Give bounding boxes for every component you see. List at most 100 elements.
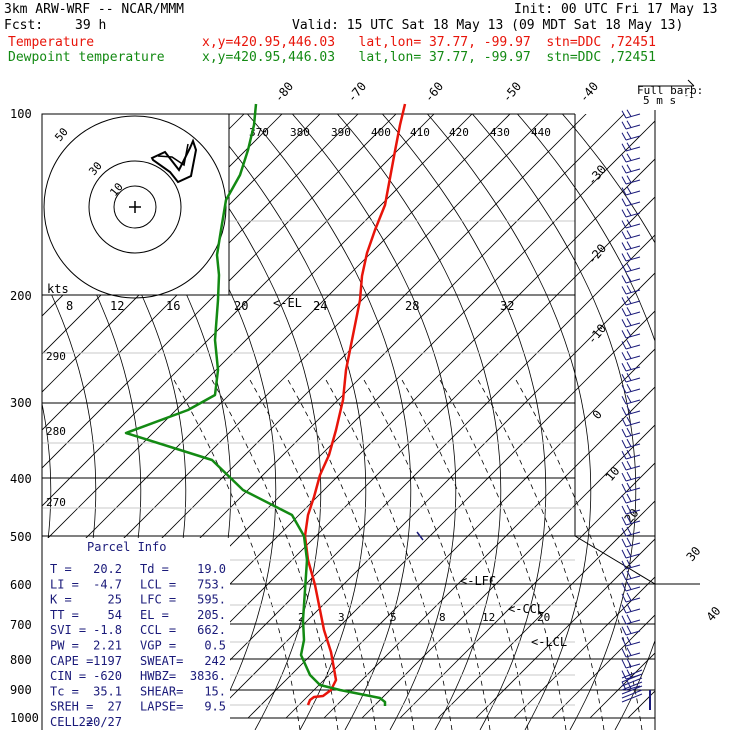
dry-adiabat-line <box>336 114 502 730</box>
wind-barb-feather <box>626 252 632 260</box>
parcel-info-value: 25 <box>108 593 122 607</box>
wind-barb-feather <box>626 548 632 557</box>
isotherm-line <box>42 114 473 545</box>
pressure-tick-label: 800 <box>10 653 32 667</box>
parcel-info-value: TT = <box>50 608 79 622</box>
dry-adiabat-line <box>201 114 367 730</box>
parcel-info-value: 19.0 <box>197 562 226 576</box>
wind-barb-feather <box>626 394 632 403</box>
wind-barb-feather <box>621 121 627 130</box>
mixing-ratio-label: 2 <box>298 611 305 624</box>
wind-barb-shaft <box>625 641 641 647</box>
wind-barb-feather <box>621 677 643 687</box>
wind-barb-shaft <box>625 388 641 394</box>
hodograph-speed-label: 24 <box>313 299 327 313</box>
wind-barb-shaft <box>625 575 641 581</box>
wind-barb-shaft <box>625 201 641 207</box>
isotherm-label: 10 <box>603 464 623 484</box>
wind-barb-feather <box>626 362 632 370</box>
wind-barb-feather <box>621 395 627 405</box>
wind-barb-feather <box>626 526 632 535</box>
wind-barb <box>621 329 641 339</box>
wind-barb-feather <box>626 263 632 271</box>
wind-barb <box>621 592 641 603</box>
wind-barb-shaft <box>625 168 641 174</box>
wind-barb-feather <box>621 670 627 680</box>
dry-adiabat-line <box>381 114 547 730</box>
isotherm-label: 30 <box>684 544 704 564</box>
mixing-ratio-label: 3 <box>338 611 345 624</box>
wind-barb-feather <box>621 648 627 658</box>
wind-barb-feather <box>626 109 632 117</box>
dry-adiabat-line <box>246 114 412 730</box>
wind-barb-feather <box>621 187 627 196</box>
wind-barb-shaft <box>625 333 641 339</box>
wind-barb-feather <box>626 669 632 678</box>
wind-barb-feather <box>626 581 632 590</box>
wind-barb-feather <box>621 220 627 229</box>
wind-barb <box>621 625 641 636</box>
isotherm-line <box>133 196 655 719</box>
isotherm-label: -30 <box>585 162 610 188</box>
wind-barb <box>621 351 641 361</box>
hodograph-speed-label: 16 <box>166 299 180 313</box>
wind-barb <box>621 548 641 559</box>
moist-adiabat-line <box>287 379 415 730</box>
forecast-hour: 39 h <box>75 18 107 33</box>
wind-barb-shaft <box>625 278 641 284</box>
forecast-label: Fcst: <box>4 18 44 33</box>
theta-label: 420 <box>449 126 469 139</box>
isotherm-line <box>551 614 655 719</box>
wind-barb-shaft <box>625 630 641 636</box>
parcel-info-value: 0.5 <box>204 639 226 653</box>
wind-barb-feather <box>626 416 632 425</box>
wind-barb-feather <box>621 615 627 625</box>
parcel-info-value: K = <box>50 593 72 607</box>
wind-barb <box>621 504 641 515</box>
wind-barb-feather <box>626 230 632 238</box>
wind-barb-feather <box>626 197 632 205</box>
wind-barb <box>621 405 641 416</box>
isotherm-line <box>475 538 655 719</box>
parcel-info-value: 242 <box>204 654 226 668</box>
wind-barb <box>621 603 641 614</box>
wind-barb-feather <box>626 625 632 634</box>
hodograph-speed-label: 20 <box>234 299 248 313</box>
wind-barb-feather <box>626 603 632 612</box>
wind-barb-feather <box>626 340 632 348</box>
parcel-info-value: 20.2 <box>93 562 122 576</box>
parcel-info-value: 9.5 <box>204 700 226 714</box>
wind-barb-shaft <box>625 432 641 438</box>
wind-barb <box>621 285 641 295</box>
wind-barb <box>621 482 641 493</box>
wind-barb <box>621 515 641 526</box>
wind-barb-feather <box>621 549 627 559</box>
wind-barb-feather <box>621 494 627 504</box>
wind-barb <box>621 362 641 372</box>
parcel-info-value: VGP = <box>140 639 176 653</box>
isotherm-line <box>42 114 435 507</box>
wind-barb-feather <box>626 427 632 436</box>
wind-barb-feather <box>626 438 632 447</box>
wind-barb-feather <box>626 658 632 667</box>
pressure-tick-label: 300 <box>10 396 32 410</box>
wind-barb-feather <box>621 461 627 471</box>
moist-adiabat-line <box>363 379 491 730</box>
isotherm-line <box>42 114 397 469</box>
wind-barb-shaft <box>625 443 641 449</box>
wind-barb-shaft <box>625 663 641 669</box>
wind-barb-feather <box>621 406 627 416</box>
hodograph-inset: 50 30 10 kts <box>41 113 230 299</box>
theta-label: 400 <box>371 126 391 139</box>
parcel-info-value: PW = <box>50 639 79 653</box>
wind-barb <box>621 647 641 658</box>
wind-barb <box>621 307 641 317</box>
wind-barb-feather <box>621 297 627 306</box>
isotherm-line <box>42 114 359 431</box>
wind-barb-feather <box>621 143 627 152</box>
wind-barb <box>621 219 641 229</box>
wind-barb-feather <box>621 450 627 460</box>
wind-barb <box>621 570 641 581</box>
wind-barb <box>621 197 641 207</box>
parcel-info-title: Parcel Info <box>87 540 166 554</box>
